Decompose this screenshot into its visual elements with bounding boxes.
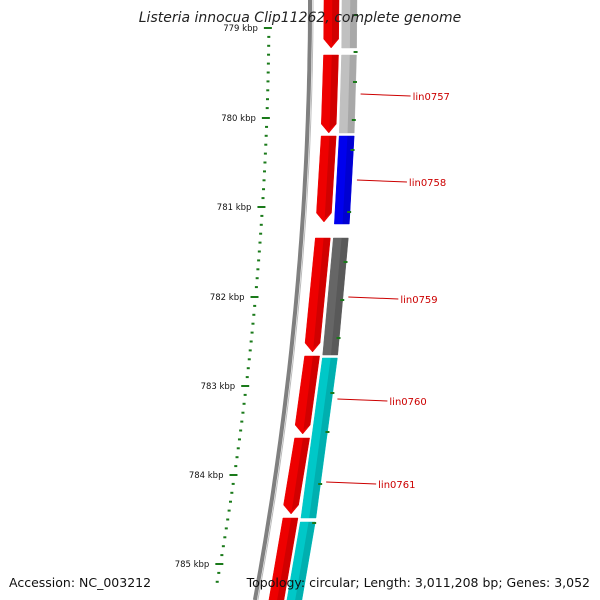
red-feature-2-shade (329, 55, 339, 129)
red-feature-6 (283, 437, 310, 515)
track2-feature-2-shade (347, 55, 357, 133)
red-feature-4-shade (313, 238, 331, 348)
backbone-highlight (257, 0, 314, 600)
red-feature-2 (321, 54, 339, 134)
track2-feature-4 (322, 237, 349, 356)
track2-feature-1-shade (349, 0, 357, 48)
tick-label: 780 kbp (221, 114, 256, 124)
red-feature-1 (323, 0, 340, 49)
gene-label-lin0761: lin0761 (378, 480, 415, 491)
tick-label: 782 kbp (210, 293, 245, 303)
genome-title: Listeria innocua Clip11262, complete gen… (138, 10, 462, 26)
track2-feature-3-shade (342, 136, 355, 224)
red-feature-4 (304, 237, 331, 353)
gene-label-lin0760: lin0760 (389, 397, 426, 408)
track2-feature-1 (341, 0, 358, 49)
red-feature-5 (294, 355, 320, 435)
track2-feature-4-shade (330, 238, 349, 355)
gene-label-lin0758: lin0758 (409, 178, 446, 189)
backbone-line (252, 0, 312, 600)
gene-leader-line (348, 296, 399, 300)
track2-feature-5-shade (309, 358, 338, 518)
track2-feature-2 (339, 54, 357, 134)
red-feature-5-shade (303, 356, 320, 430)
red-feature-7-shade (277, 518, 298, 600)
track2-feature-6-shade (295, 522, 316, 600)
tick-label: 785 kbp (175, 560, 210, 570)
track2-feature-6 (286, 521, 316, 600)
red-feature-3-shade (324, 136, 337, 218)
tick-label: 783 kbp (201, 382, 236, 392)
track2-feature-3 (334, 135, 355, 225)
gene-label-lin0757: lin0757 (413, 92, 450, 103)
track2-feature-5 (300, 357, 338, 519)
red-feature-7 (268, 517, 299, 600)
gene-leader-line (337, 398, 388, 402)
tick-label: 779 kbp (223, 24, 258, 34)
gene-leader-line (356, 179, 407, 183)
gene-leader-line (326, 481, 377, 485)
genome-summary-text: Topology: circular; Length: 3,011,208 bp… (246, 575, 590, 590)
accession-text: Accession: NC_003212 (9, 575, 152, 590)
tick-label: 781 kbp (217, 203, 252, 213)
red-feature-3 (316, 135, 337, 223)
red-feature-6-shade (291, 438, 310, 510)
red-feature-1-shade (331, 0, 339, 44)
gene-leader-line (360, 93, 411, 97)
tick-label: 784 kbp (189, 471, 224, 481)
gene-label-lin0759: lin0759 (400, 295, 437, 306)
